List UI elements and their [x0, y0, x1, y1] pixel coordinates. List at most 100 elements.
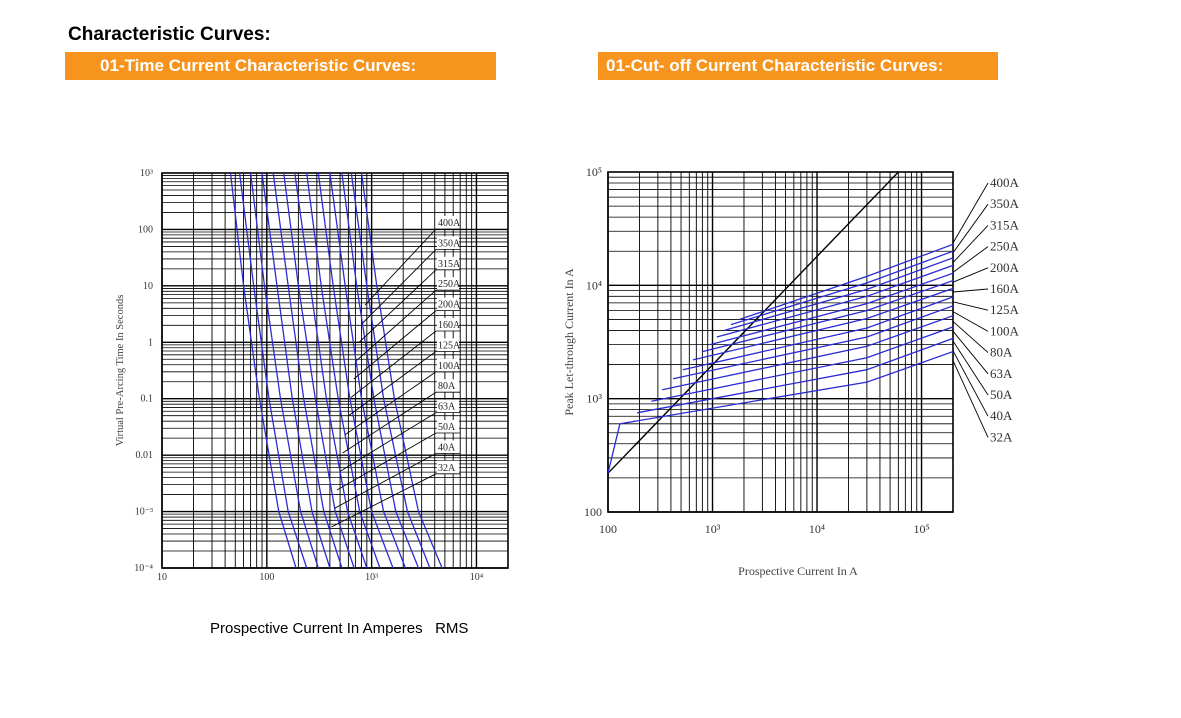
tcc-y-tick-label: 0.01 [136, 450, 154, 461]
tcc-legend-label-400A: 400A [438, 218, 461, 229]
tcc-curve-400A [360, 173, 443, 568]
tcc-legend-label-250A: 250A [438, 279, 461, 290]
tcc-x-tick-label: 10 [157, 572, 167, 583]
tcc-legend-leader [356, 289, 437, 361]
cutoff-x-axis-label: Prospective Current In A [738, 564, 858, 578]
cutoff-curve-160A [702, 279, 953, 353]
tcc-legend-bg [437, 297, 459, 311]
cutoff-curve-315A [724, 257, 953, 332]
tcc-y-tick-label: 100 [138, 224, 153, 235]
cutoff-legend-leader [952, 330, 989, 375]
tcc-x-tick-label: 10⁴ [470, 572, 484, 583]
curves-group [608, 172, 953, 474]
page-title: Characteristic Curves: [68, 24, 271, 45]
tcc-legend-bg [437, 358, 459, 372]
cutoff-x-tick-label: 100 [599, 522, 617, 536]
cutoff-y-axis-label: Peak Let-through Current In A [562, 268, 576, 416]
tcc-legend-leader [339, 412, 437, 472]
tcc-curve-160A [306, 173, 381, 568]
cutoff-legend-label-80A: 80A [990, 345, 1013, 360]
cutoff-curve-250A [716, 264, 953, 338]
tcc-legend-label-315A: 315A [438, 259, 461, 270]
tcc-legend-label-125A: 125A [438, 340, 461, 351]
tcc-curve-250A [329, 173, 407, 568]
cutoff-legend-label-160A: 160A [990, 281, 1020, 296]
cutoff-curve-32A [608, 350, 953, 474]
plot-frame [161, 172, 509, 569]
cutoff-legend-leader [952, 350, 989, 417]
tcc-y-tick-label: 10 [143, 281, 153, 292]
tcc-x-tick-label: 100 [259, 572, 274, 583]
tcc-legend-label-32A: 32A [438, 463, 456, 474]
tcc-curve-50A [249, 173, 319, 568]
cutoff-legend-label-400A: 400A [990, 175, 1020, 190]
cutoff-x-tick-label: 10⁴ [809, 522, 825, 536]
tcc-legend-leader [361, 249, 437, 324]
tcc-y-axis-label: Virtual Pre-Arcing Time In Seconds [115, 295, 126, 447]
tcc-x-tick-label: 10³ [365, 572, 378, 583]
tcc-curve-125A [294, 173, 368, 568]
tcc-legend-label-40A: 40A [438, 442, 456, 453]
cutoff-curve-400A [738, 243, 953, 321]
cutoff-y-tick-label: 10⁴ [586, 278, 602, 292]
tcc-curve-100A [283, 173, 355, 568]
cutoff-legend-label-200A: 200A [990, 260, 1020, 275]
tcc-y-tick-label: 10⁻³ [135, 507, 153, 518]
tcc-legend-bg [437, 216, 459, 229]
cutoff-curve-50A [651, 326, 953, 402]
tcc-legend-bg [437, 460, 459, 474]
cutoff-legend-leader [952, 311, 989, 332]
cutoff-legend-leader [952, 267, 989, 283]
tcc-legend-label-160A: 160A [438, 320, 461, 331]
time-current-banner: 01-Time Current Characteristic Curves: [65, 52, 496, 80]
cutoff-x-tick-label: 10⁵ [913, 522, 929, 536]
cutoff-legend-label-315A: 315A [990, 217, 1020, 232]
tcc-legend-label-80A: 80A [438, 381, 456, 392]
tcc-legend-label-50A: 50A [438, 422, 456, 433]
tcc-curve-63A [261, 173, 331, 568]
tcc-legend-leader [347, 351, 437, 417]
cutoff-legend-leader [952, 203, 989, 254]
tcc-legend-label-200A: 200A [438, 300, 461, 311]
tcc-legend-leader [331, 473, 437, 528]
cutoff-y-tick-label: 100 [584, 505, 602, 519]
cutoff-legend-label-63A: 63A [990, 366, 1013, 381]
cutoff-y-tick-label: 10⁵ [586, 165, 602, 179]
cutoff-legend-leader [952, 288, 989, 293]
cutoff-legend-label-100A: 100A [990, 323, 1020, 338]
tcc-legend-label-350A: 350A [438, 238, 461, 249]
prospective-current-caption: Prospective Current In Amperes RMS [210, 620, 469, 637]
tcc-legend-bg [437, 440, 459, 454]
tcc-legend-bg [437, 420, 459, 433]
cutoff-y-tick-label: 10³ [586, 392, 602, 406]
tcc-legend-bg [437, 256, 459, 270]
cutoff-legend-leader [952, 301, 989, 311]
tcc-legend-label-100A: 100A [438, 361, 461, 372]
cutoff-legend-leader [952, 225, 989, 263]
cutoff-curve-125A [692, 287, 953, 361]
tcc-legend-bg [437, 338, 459, 352]
tcc-legend-bg [437, 277, 459, 291]
tcc-y-tick-label: 0.1 [141, 394, 154, 405]
cutoff-legend-label-125A: 125A [990, 302, 1020, 317]
cutoff-legend-leader [952, 340, 989, 396]
cutoff-legend-leader [952, 246, 989, 273]
cutoff-legend-label-50A: 50A [990, 387, 1013, 402]
tcc-curve-200A [317, 173, 394, 568]
tcc-curve-32A [229, 173, 297, 568]
tcc-legend-leader [333, 453, 437, 509]
tcc-legend-leader [342, 391, 437, 454]
cutoff-legend-label-350A: 350A [990, 196, 1020, 211]
cutoff-curve-40A [636, 337, 953, 414]
cutoff-curve-350A [730, 250, 953, 326]
tcc-legend-leader [345, 371, 437, 435]
curves-group [229, 173, 443, 568]
tcc-curve-40A [238, 173, 308, 568]
tcc-legend-leader [336, 432, 437, 491]
cutoff-curve-200A [710, 272, 953, 346]
tcc-legend-bg [437, 318, 459, 331]
tcc-legend-bg [437, 236, 459, 250]
tcc-legend-bg [437, 399, 459, 413]
